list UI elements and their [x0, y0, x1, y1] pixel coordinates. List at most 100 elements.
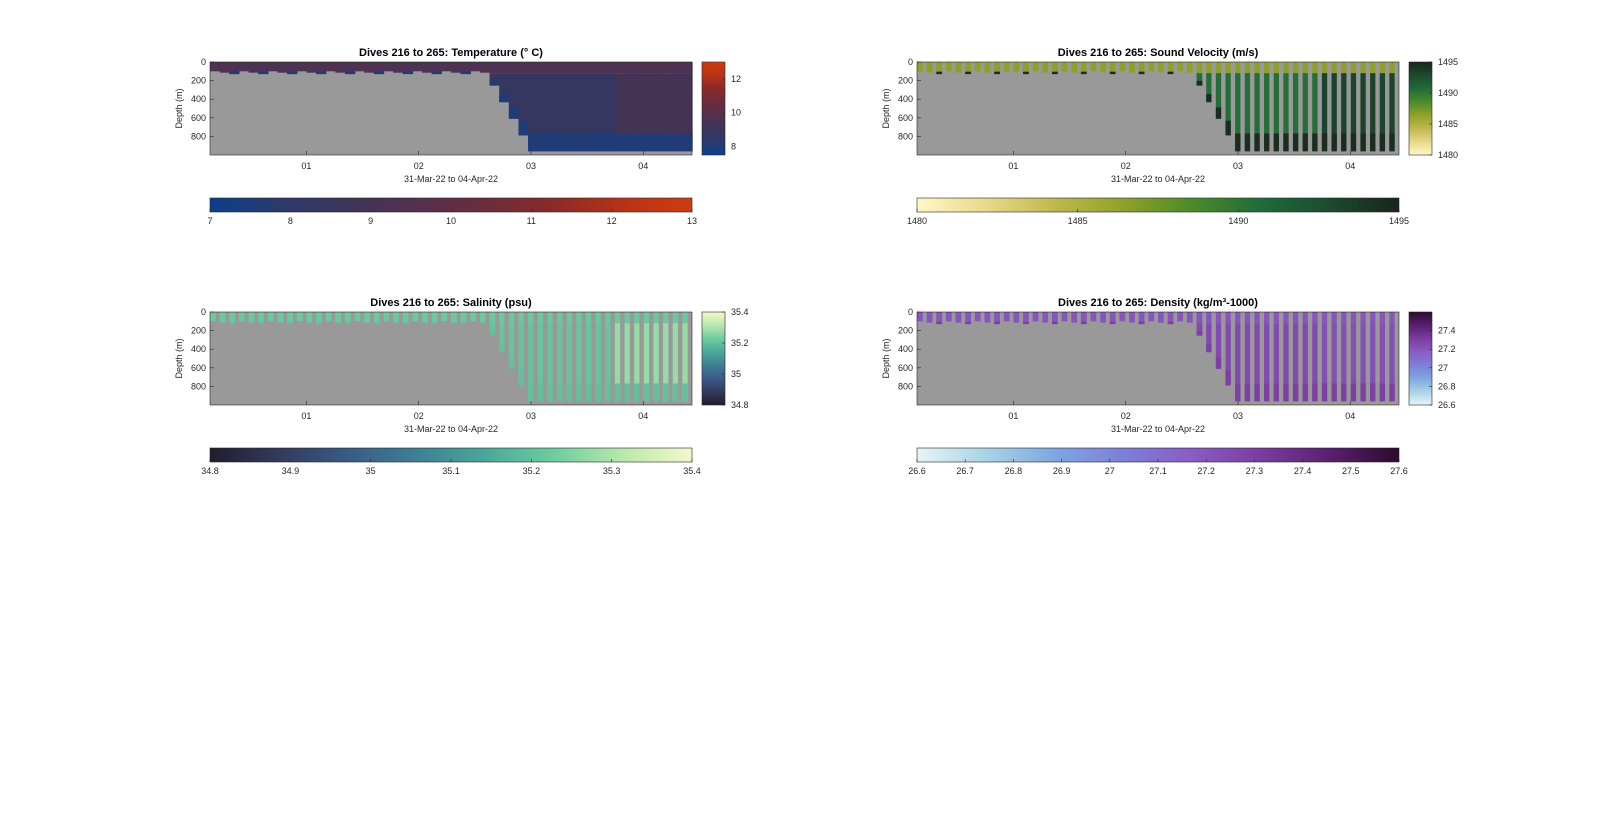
data-column-surface [277, 312, 284, 323]
data-column-deep [489, 73, 500, 86]
data-column-bottom [1080, 71, 1087, 75]
colorbar-bottom-label: 10 [446, 216, 456, 226]
data-column-bottom [614, 133, 626, 152]
data-column-surface [344, 312, 351, 324]
data-column-surface [945, 62, 952, 72]
data-column-bottom [1244, 383, 1251, 402]
colorbar-right-label: 35.4 [731, 307, 749, 317]
data-column-deep [634, 73, 645, 152]
data-column-bottom [431, 71, 442, 75]
colorbar-bottom-label: 27.3 [1246, 466, 1264, 476]
data-column-deep [508, 73, 520, 119]
data-column-surface [1350, 312, 1357, 324]
plot-area [210, 312, 692, 405]
data-column-deep [653, 323, 659, 402]
x-axis-label: 31-Mar-22 to 04-Apr-22 [1111, 174, 1205, 184]
data-column-surface [1042, 62, 1049, 73]
panel-density: Dives 216 to 265: Density (kg/m³-1000)02… [881, 297, 1456, 476]
data-column-surface [1080, 62, 1087, 74]
data-column-surface [1090, 312, 1097, 322]
data-column-surface [258, 62, 269, 74]
data-column-surface [917, 62, 923, 72]
data-column-bottom [1379, 383, 1386, 402]
data-column-surface [1341, 62, 1347, 74]
data-column-surface [451, 312, 457, 323]
data-column-deep [1312, 73, 1318, 152]
colorbar-right-label: 27.4 [1438, 326, 1456, 336]
data-column-surface [1061, 62, 1068, 72]
data-column-surface [1167, 312, 1174, 324]
data-column-deep [1331, 323, 1337, 402]
colorbar-bottom-label: 11 [527, 216, 536, 226]
data-column-surface [1292, 312, 1299, 324]
data-column-surface [1360, 312, 1366, 324]
data-column-bottom [1196, 80, 1203, 86]
data-column-surface [682, 312, 688, 324]
data-column-surface [344, 62, 356, 74]
data-column-deep [537, 323, 544, 402]
data-column-surface [364, 312, 371, 323]
data-column-surface [306, 62, 317, 73]
data-column-bottom [460, 321, 467, 325]
plot-frame [209, 61, 693, 156]
data-column-surface [605, 312, 611, 324]
data-column-surface [460, 312, 467, 324]
data-column-surface [287, 62, 298, 74]
data-column-surface [422, 312, 428, 323]
data-column-surface [965, 312, 971, 324]
chart-title: Dives 216 to 265: Sound Velocity (m/s) [1058, 47, 1259, 59]
colorbar-right-label: 35.2 [731, 338, 749, 348]
data-column-surface [1051, 312, 1058, 324]
colorbar-right-label: 26.6 [1438, 400, 1456, 410]
data-column-bottom [1138, 321, 1145, 325]
colorbar-bottom-label: 7 [207, 216, 212, 226]
data-column-deep [1321, 323, 1328, 402]
data-column-bottom [1350, 383, 1357, 402]
data-column-bottom [936, 71, 943, 75]
data-column-surface [1254, 62, 1260, 74]
data-column-surface [393, 312, 399, 323]
y-axis-label: Depth (m) [881, 338, 891, 378]
data-column-deep [643, 323, 650, 402]
data-column-surface [1350, 62, 1357, 74]
data-column-surface [267, 312, 274, 322]
y-tick-label: 800 [191, 131, 206, 141]
data-column-bottom [460, 71, 471, 75]
data-column-bottom [1206, 94, 1212, 103]
data-column-deep [605, 323, 611, 402]
data-column-surface [489, 312, 496, 324]
data-column-bottom [1321, 383, 1328, 402]
data-column-surface [1177, 62, 1184, 72]
data-column-bottom [499, 344, 505, 353]
data-column-surface [508, 62, 520, 74]
data-column-surface [499, 62, 510, 74]
data-column-surface [965, 62, 971, 74]
data-column-surface [422, 62, 433, 73]
data-column-deep [643, 73, 655, 152]
data-column-bottom [373, 71, 385, 75]
data-column-deep [1196, 323, 1203, 336]
data-column-surface [229, 312, 236, 324]
data-column-deep [595, 73, 606, 152]
x-tick-label: 01 [301, 161, 311, 171]
data-column-bottom [585, 383, 592, 402]
data-column-surface [1321, 62, 1328, 74]
data-column-bottom [614, 383, 621, 402]
data-column-surface [566, 62, 577, 74]
data-column-surface [994, 312, 1000, 324]
colorbar-bottom-label: 13 [687, 216, 697, 226]
data-column-surface [325, 62, 336, 72]
data-column-surface [335, 62, 346, 73]
data-column-bottom [489, 330, 496, 336]
data-column-deep [682, 323, 688, 402]
x-tick-label: 02 [1121, 161, 1131, 171]
data-column-bottom [287, 321, 293, 325]
data-column-bottom [557, 133, 568, 152]
data-column-bottom [1389, 133, 1395, 152]
x-tick-label: 03 [1233, 161, 1243, 171]
colorbar-bottom-label: 35.3 [603, 466, 621, 476]
data-column-deep [1244, 73, 1251, 152]
colorbar-right-label: 1485 [1438, 119, 1458, 129]
colorbar-bottom-label: 27.6 [1390, 466, 1408, 476]
